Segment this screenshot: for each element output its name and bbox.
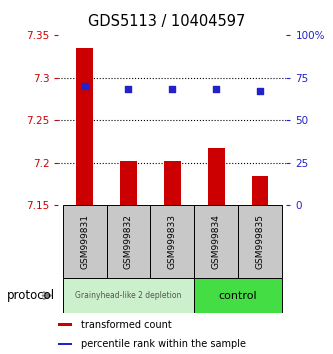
Text: GSM999835: GSM999835	[255, 214, 264, 269]
Text: control: control	[219, 291, 257, 301]
Bar	[164, 161, 181, 205]
Bar	[252, 176, 268, 205]
Bar	[107, 205, 151, 278]
Point	[213, 86, 219, 92]
Bar	[208, 148, 224, 205]
Bar	[120, 161, 137, 205]
Bar	[58, 343, 72, 345]
Bar	[63, 205, 107, 278]
Bar	[76, 48, 93, 205]
Bar	[194, 205, 238, 278]
Point	[257, 88, 263, 93]
Text: GDS5113 / 10404597: GDS5113 / 10404597	[88, 14, 245, 29]
Text: GSM999833: GSM999833	[168, 214, 177, 269]
Bar	[58, 324, 72, 326]
Bar	[194, 278, 282, 313]
Point	[126, 86, 131, 92]
Bar	[238, 205, 282, 278]
Text: GSM999831: GSM999831	[80, 214, 89, 269]
Point	[82, 83, 87, 88]
Bar	[63, 278, 194, 313]
Text: GSM999834: GSM999834	[212, 214, 221, 269]
Text: GSM999832: GSM999832	[124, 214, 133, 269]
Text: percentile rank within the sample: percentile rank within the sample	[81, 339, 246, 349]
Text: protocol: protocol	[7, 289, 55, 302]
Point	[170, 86, 175, 92]
Bar	[151, 205, 194, 278]
Text: transformed count: transformed count	[81, 320, 172, 330]
Text: Grainyhead-like 2 depletion: Grainyhead-like 2 depletion	[75, 291, 181, 300]
